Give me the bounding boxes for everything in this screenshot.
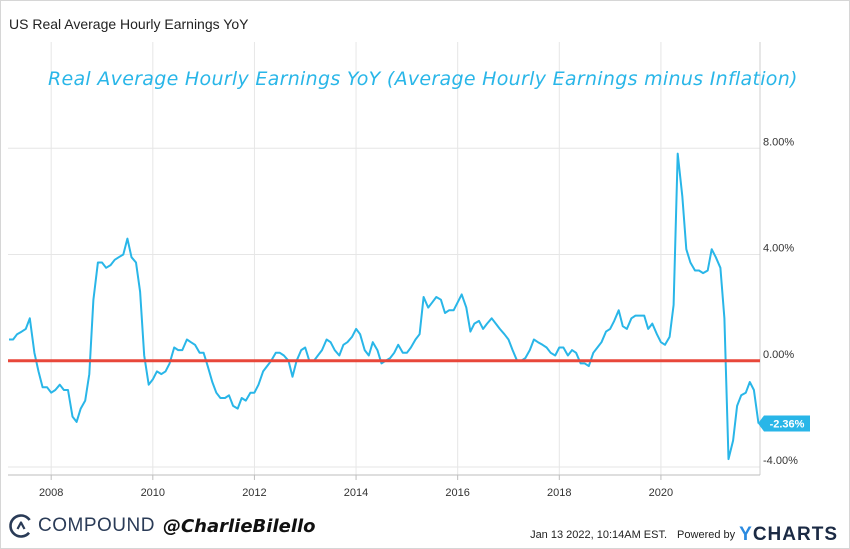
- brand-footer: COMPOUND @CharlieBilello: [8, 512, 316, 540]
- x-tick-label: 2016: [445, 487, 469, 499]
- x-tick-label: 2008: [39, 487, 63, 499]
- series-line: [9, 152, 760, 461]
- author-handle: @CharlieBilello: [162, 515, 316, 537]
- compound-logo-icon: [9, 514, 33, 538]
- last-value-label: -2.36%: [770, 418, 805, 430]
- x-tick-label: 2012: [242, 487, 266, 499]
- x-tick-label: 2014: [344, 487, 368, 499]
- x-tick-label: 2020: [649, 487, 673, 499]
- x-tick-label: 2010: [141, 487, 165, 499]
- y-tick-label: 4.00%: [763, 243, 794, 255]
- powered-by-label: Powered by: [677, 529, 736, 541]
- y-tick-label: -4.00%: [763, 455, 798, 467]
- brand-name: COMPOUND: [38, 515, 155, 536]
- timestamp: Jan 13 2022, 10:14AM EST.: [530, 529, 668, 541]
- chart-annotation: Real Average Hourly Earnings YoY (Averag…: [48, 68, 798, 90]
- y-tick-label: 0.00%: [763, 349, 794, 361]
- footer-right: Jan 13 2022, 10:14AM EST. Powered by YCH…: [530, 524, 838, 546]
- last-value-badge: [758, 415, 810, 432]
- x-tick-label: 2018: [547, 487, 571, 499]
- ycharts-logo[interactable]: YCHARTS: [739, 524, 838, 545]
- chart-title: US Real Average Hourly Earnings YoY: [9, 16, 249, 32]
- y-tick-label: 8.00%: [763, 136, 794, 148]
